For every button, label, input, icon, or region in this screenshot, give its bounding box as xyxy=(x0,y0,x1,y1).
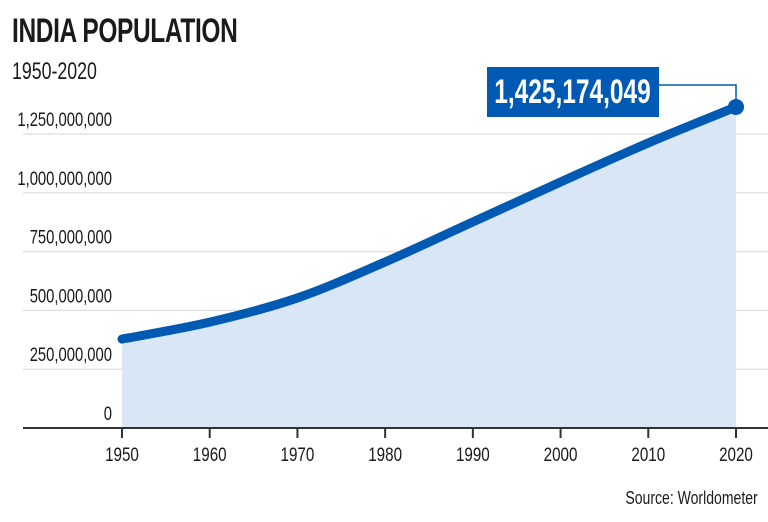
population-line xyxy=(117,102,741,344)
y-tick-label: 1,000,000,000 xyxy=(17,168,112,189)
x-tick-label: 2000 xyxy=(544,443,578,465)
y-tick-label: 750,000,000 xyxy=(30,227,112,248)
x-tick-label: 1990 xyxy=(456,443,490,465)
x-tick-label: 2020 xyxy=(719,443,753,465)
y-tick-label: 500,000,000 xyxy=(30,286,112,307)
latest-point-marker xyxy=(728,98,744,115)
chart-subtitle: 1950-2020 xyxy=(12,58,97,85)
chart-title: INDIA POPULATION xyxy=(12,12,238,50)
latest-value-callout: 1,425,174,049 xyxy=(487,67,659,117)
x-tick-label: 1950 xyxy=(105,443,139,465)
latest-value-label: 1,425,174,049 xyxy=(494,73,651,111)
x-tick-label: 1980 xyxy=(368,443,402,465)
x-tick-label: 1960 xyxy=(193,443,227,465)
callout-leader xyxy=(659,84,737,107)
source-note: Source: Worldometer xyxy=(625,488,758,508)
x-tick-label: 2010 xyxy=(631,443,665,465)
x-tick-label: 1970 xyxy=(281,443,315,465)
y-tick-label: 0 xyxy=(104,403,112,424)
y-tick-label: 1,250,000,000 xyxy=(17,109,112,130)
area-fill xyxy=(122,106,736,429)
y-tick-label: 250,000,000 xyxy=(30,344,112,365)
